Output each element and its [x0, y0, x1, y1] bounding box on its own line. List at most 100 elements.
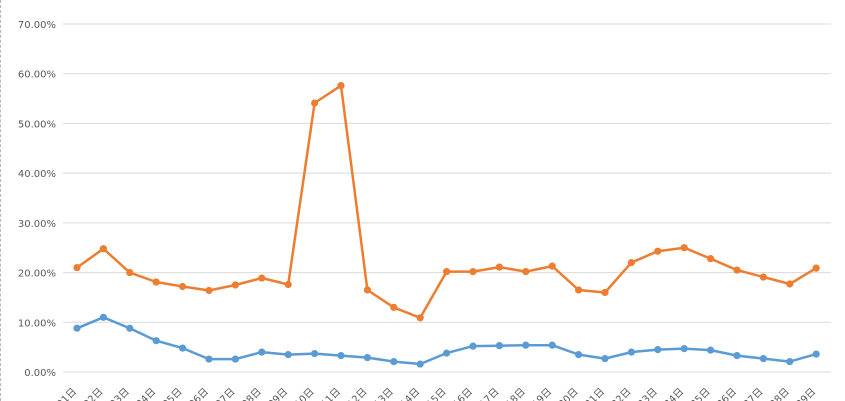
data-point [680, 244, 688, 252]
data-point [99, 245, 107, 253]
x-tick-label: 09日 [266, 386, 290, 401]
data-point [627, 348, 636, 356]
data-point [812, 350, 820, 358]
x-tick-label: 29日 [794, 386, 818, 401]
data-point [654, 346, 662, 354]
data-point [231, 355, 239, 363]
x-tick-label: 18日 [504, 386, 528, 401]
data-point [707, 346, 715, 354]
data-point [575, 351, 583, 359]
data-point [443, 267, 451, 276]
y-axis-tick-labels: 0.00% 10.00% 20.00% 30.00% 40.00% 50.00% 60.00… [18, 20, 56, 379]
data-point [205, 286, 213, 295]
x-tick-label: 11日 [319, 386, 343, 401]
data-point [126, 324, 134, 332]
x-tick-label: 07日 [214, 386, 238, 401]
data-series [73, 82, 820, 368]
x-tick-label: 13日 [372, 386, 396, 401]
data-point [601, 354, 609, 363]
data-point [416, 360, 424, 368]
data-point [469, 342, 477, 350]
x-tick-label: 06日 [187, 386, 211, 401]
y-tick-label: 20.00% [18, 269, 56, 280]
data-point [786, 280, 794, 288]
data-point [258, 274, 266, 282]
data-point [548, 262, 556, 270]
x-tick-label: 05日 [161, 386, 185, 401]
data-point [759, 354, 768, 363]
data-point [390, 303, 398, 311]
x-tick-label: 22日 [610, 386, 634, 401]
data-point [707, 255, 715, 263]
data-point [522, 341, 530, 349]
x-tick-label: 20日 [557, 386, 581, 401]
y-tick-label: 50.00% [18, 119, 56, 130]
data-point [205, 355, 213, 363]
x-tick-label: 14日 [398, 386, 422, 401]
data-point [812, 264, 820, 272]
x-tick-label: 21日 [583, 386, 607, 401]
series-line-1 [75, 316, 818, 366]
data-point [284, 280, 292, 289]
data-point [733, 351, 741, 360]
y-tick-label: 60.00% [18, 70, 56, 81]
data-point [179, 344, 187, 352]
x-tick-label: 04日 [134, 386, 158, 401]
x-axis-tick-labels: 01日 02日 03日 04日 05日 06日 07日 08日 09日 10日 11日 12日 13日 1… [55, 386, 818, 401]
data-point [311, 350, 319, 358]
data-point [495, 342, 503, 350]
x-tick-label: 23日 [636, 386, 660, 401]
data-point [126, 268, 134, 277]
x-tick-label: 26日 [715, 386, 739, 401]
y-tick-label: 70.00% [18, 20, 56, 31]
x-tick-label: 19日 [530, 386, 554, 401]
data-point [416, 314, 424, 322]
x-tick-label: 16日 [451, 386, 475, 401]
data-point [443, 349, 451, 357]
data-point [495, 263, 503, 271]
data-point [363, 286, 371, 294]
data-point [284, 351, 292, 359]
data-point [73, 264, 81, 272]
x-tick-label: 12日 [346, 386, 370, 401]
data-point [179, 282, 187, 291]
y-tick-label: 40.00% [18, 169, 56, 180]
data-point [627, 259, 636, 267]
x-tick-label: 28日 [768, 386, 792, 401]
data-point [258, 348, 266, 356]
data-point [311, 99, 319, 107]
data-point [575, 286, 583, 294]
data-point [522, 267, 530, 276]
y-tick-label: 30.00% [18, 219, 56, 230]
data-point [337, 82, 345, 90]
data-point [73, 324, 81, 332]
data-point [680, 345, 688, 353]
x-tick-label: 17日 [478, 386, 502, 401]
y-tick-label: 0.00% [24, 368, 56, 379]
data-point [363, 353, 371, 362]
gridlines [63, 23, 831, 373]
x-tick-label: 03日 [108, 386, 132, 401]
x-tick-label: 01日 [55, 386, 79, 401]
x-tick-label: 24日 [662, 386, 686, 401]
data-point [548, 341, 556, 349]
data-point [390, 357, 398, 366]
x-tick-label: 15日 [425, 386, 449, 401]
x-tick-label: 27日 [742, 386, 766, 401]
data-point [601, 288, 609, 297]
x-tick-label: 02日 [82, 386, 106, 401]
data-point [733, 266, 741, 274]
data-point [759, 273, 768, 281]
y-tick-label: 10.00% [18, 318, 56, 329]
data-point [654, 247, 662, 255]
series-line-2 [75, 84, 818, 320]
data-point [337, 351, 345, 360]
data-point [152, 337, 160, 345]
data-point [152, 278, 160, 286]
data-point [469, 267, 477, 276]
x-tick-label: 25日 [689, 386, 713, 401]
x-tick-label: 08日 [240, 386, 264, 401]
data-point [786, 357, 794, 366]
